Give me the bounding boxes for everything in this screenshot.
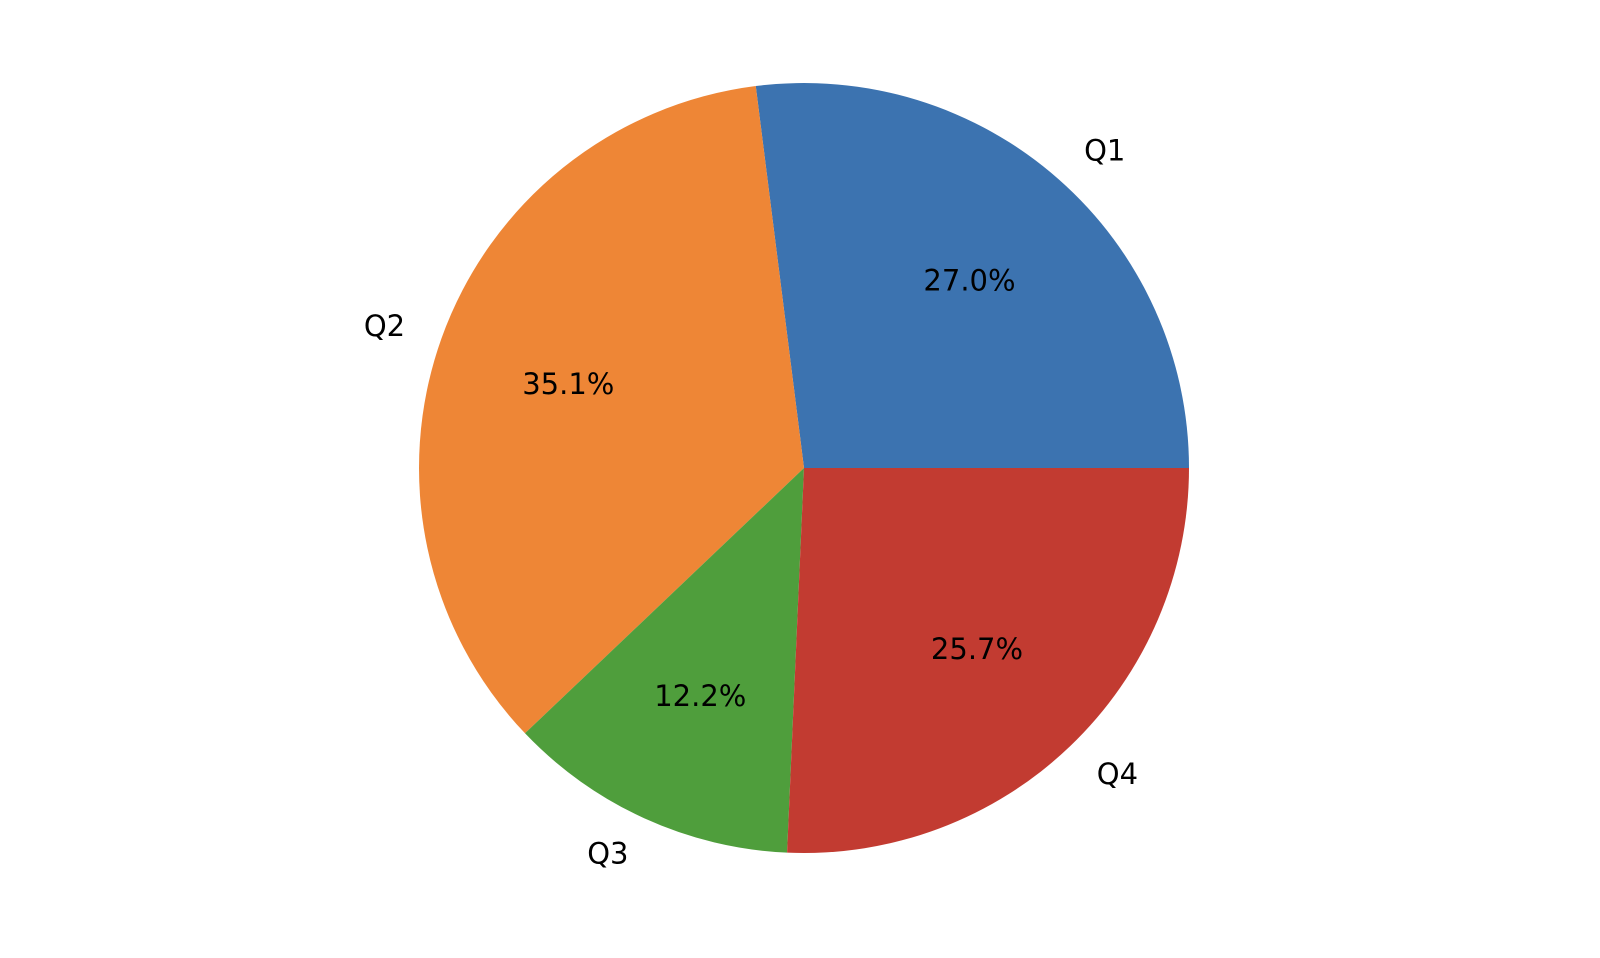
- pie-slice-q2: [419, 86, 804, 734]
- pie-slice-q4: [787, 468, 1189, 854]
- pie-slice-q3: [525, 468, 804, 853]
- pie-pct-label-q2: 35.1%: [522, 367, 614, 401]
- pie-slice-q1: [755, 83, 1189, 468]
- pie-pct-label-q4: 25.7%: [931, 632, 1023, 666]
- pie-pct-label-q1: 27.0%: [923, 263, 1015, 297]
- pie-category-label-q2: Q2: [364, 309, 405, 343]
- pie-category-label-q3: Q3: [587, 837, 628, 871]
- pie-category-label-q1: Q1: [1084, 133, 1125, 167]
- pie-pct-label-q3: 12.2%: [654, 679, 746, 713]
- pie-category-label-q4: Q4: [1097, 757, 1138, 791]
